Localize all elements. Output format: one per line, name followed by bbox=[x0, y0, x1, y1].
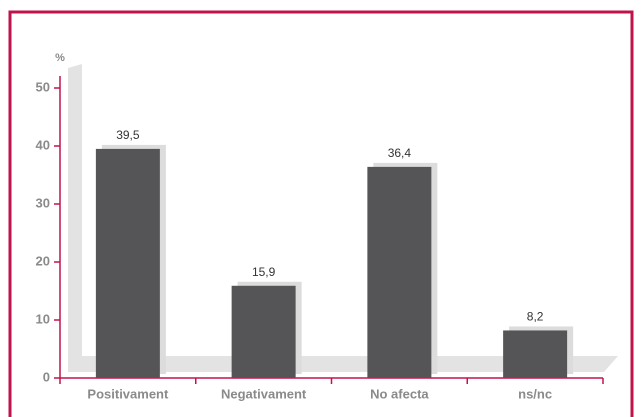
y-tick-label: 20 bbox=[36, 253, 50, 268]
frame bbox=[8, 10, 634, 417]
x-tick-label: Positivament bbox=[87, 386, 169, 401]
bar bbox=[503, 330, 568, 378]
x-tick-label: ns/nc bbox=[518, 386, 552, 401]
bar bbox=[231, 285, 296, 378]
value-label: 8,2 bbox=[527, 310, 544, 324]
x-tick-label: No afecta bbox=[370, 386, 429, 401]
value-label: 36,4 bbox=[388, 146, 412, 160]
y-axis-label: % bbox=[55, 52, 65, 64]
value-label: 39,5 bbox=[116, 128, 140, 142]
floor bbox=[68, 356, 618, 372]
bar bbox=[95, 148, 160, 378]
y-tick-label: 10 bbox=[36, 311, 50, 326]
y-tick-label: 0 bbox=[43, 369, 50, 384]
back-wall bbox=[68, 64, 82, 360]
x-tick-label: Negativament bbox=[221, 386, 307, 401]
value-label: 15,9 bbox=[252, 265, 276, 279]
bar bbox=[367, 166, 432, 378]
y-tick-label: 50 bbox=[36, 79, 50, 94]
y-tick-label: 40 bbox=[36, 137, 50, 152]
y-tick-label: 30 bbox=[36, 195, 50, 210]
